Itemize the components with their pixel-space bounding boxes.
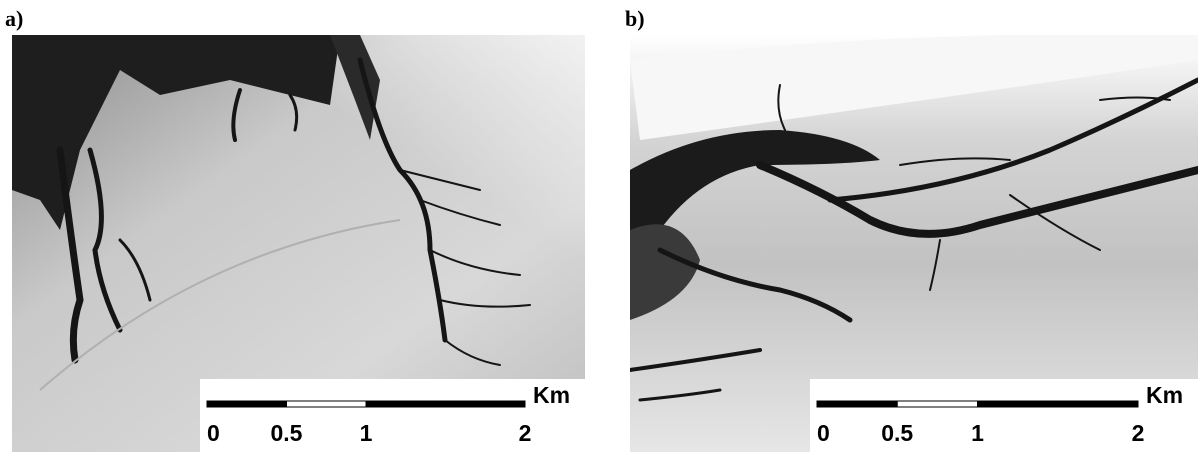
- scale-segment: [207, 401, 287, 407]
- scale-segment: [817, 401, 897, 407]
- panel-label: a): [5, 6, 23, 31]
- scale-segment: [897, 401, 977, 407]
- scale-segment: [366, 401, 525, 407]
- page: {"panels": [ {"label": "a)", "scale_bar"…: [0, 0, 1203, 452]
- scale-tick-label: 1: [971, 420, 984, 446]
- scale-segment: [287, 401, 367, 407]
- scale-tick-label: 1: [360, 420, 373, 446]
- scale-tick-label: 0: [207, 420, 220, 446]
- scale-segment: [978, 401, 1139, 407]
- scale-unit: Km: [533, 382, 570, 408]
- scale-tick-label: 2: [1132, 420, 1145, 446]
- panel-label: b): [625, 6, 645, 31]
- scale-tick-label: 0: [817, 420, 830, 446]
- scale-tick-label: 0.5: [271, 420, 303, 446]
- scale-unit: Km: [1146, 382, 1183, 408]
- scale-tick-label: 2: [519, 420, 532, 446]
- scale-tick-label: 0.5: [881, 420, 913, 446]
- figure: a) b) 00.512Km00.512Km: [0, 0, 1203, 452]
